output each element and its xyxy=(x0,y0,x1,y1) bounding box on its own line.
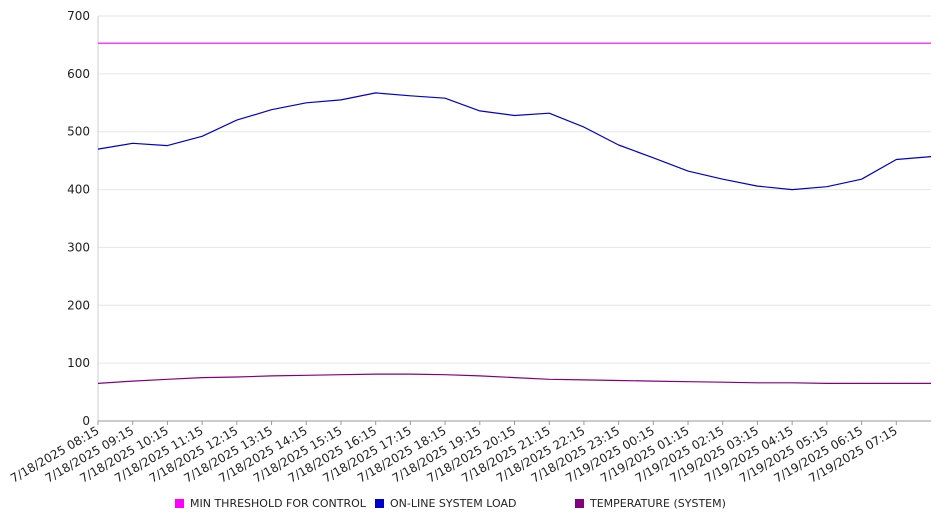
legend: MIN THRESHOLD FOR CONTROL ON-LINE SYSTEM… xyxy=(0,497,946,515)
gridlines xyxy=(98,15,931,364)
legend-label-min-threshold: MIN THRESHOLD FOR CONTROL xyxy=(190,497,366,510)
y-tick-label: 200 xyxy=(67,298,90,312)
series-line-2 xyxy=(97,373,931,384)
y-tick-label: 300 xyxy=(67,240,90,254)
series-line-1 xyxy=(97,92,932,191)
legend-swatch-system-load xyxy=(375,499,384,508)
legend-swatch-temperature xyxy=(575,499,584,508)
y-tick-label: 700 xyxy=(67,9,90,23)
legend-label-system-load: ON-LINE SYSTEM LOAD xyxy=(390,497,517,510)
legend-item-min-threshold: MIN THRESHOLD FOR CONTROL xyxy=(175,497,366,510)
y-tick-label: 400 xyxy=(67,183,90,197)
legend-item-temperature: TEMPERATURE (SYSTEM) xyxy=(575,497,726,510)
series-lines xyxy=(97,42,932,384)
legend-item-system-load: ON-LINE SYSTEM LOAD xyxy=(375,497,516,510)
y-tick-label: 0 xyxy=(82,414,90,428)
y-tick-label: 500 xyxy=(67,125,90,139)
legend-label-temperature: TEMPERATURE (SYSTEM) xyxy=(590,497,726,510)
y-tick-labels: 0 100 200 300 400 500 600 700 xyxy=(67,9,90,428)
y-tick-label: 100 xyxy=(67,356,90,370)
axes xyxy=(97,16,931,425)
x-tick-labels: 7/18/2025 08:157/18/2025 09:157/18/2025 … xyxy=(8,423,900,485)
y-tick-label: 600 xyxy=(67,67,90,81)
legend-swatch-min-threshold xyxy=(175,499,184,508)
